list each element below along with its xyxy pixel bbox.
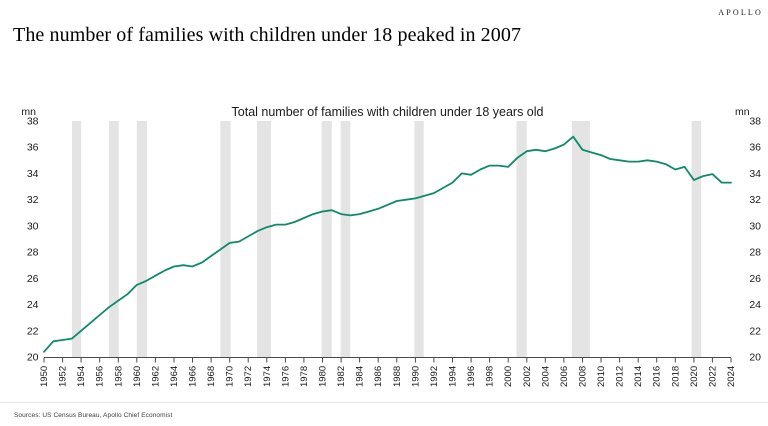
x-tick-label: 1954	[76, 366, 87, 387]
y-tick-label-left: 26	[27, 273, 39, 285]
y-tick-label-left: 24	[27, 299, 39, 311]
series-line	[43, 135, 732, 353]
x-tick-label: 1950	[39, 366, 50, 387]
x-tick-label: 1976	[280, 366, 291, 387]
x-tick-label: 1962	[150, 366, 161, 387]
x-tick-label: 1970	[225, 366, 236, 387]
footer-divider	[0, 402, 768, 403]
apollo-logo: APOLLO	[718, 8, 763, 17]
recession-band	[220, 121, 231, 358]
y-tick-label-right: 26	[749, 273, 761, 285]
x-tick-label: 1974	[262, 366, 273, 387]
y-tick-label-left: 36	[27, 142, 39, 154]
recession-band	[71, 121, 82, 358]
y-tick-label-right: 20	[749, 352, 761, 364]
recession-band	[691, 121, 702, 358]
y-tick-label-left: 20	[27, 352, 39, 364]
recession-band	[516, 121, 527, 358]
x-tick-label: 1960	[132, 366, 143, 387]
y-tick-label-right: 30	[749, 220, 761, 232]
x-tick-label: 2000	[503, 366, 514, 387]
x-tick-label: 1984	[355, 366, 366, 387]
y-tick-label-right: 22	[749, 325, 761, 337]
y-tick-label-right: 36	[749, 142, 761, 154]
y-tick-label-left: 38	[27, 116, 39, 128]
x-tick-label: 2018	[670, 366, 681, 387]
chart-title: Total number of families with children u…	[232, 105, 544, 119]
x-tick-label: 1968	[206, 366, 217, 387]
y-tick-label-right: 28	[749, 247, 761, 259]
recession-band	[136, 121, 147, 358]
x-tick-label: 1980	[318, 366, 329, 387]
y-tick-label-left: 28	[27, 247, 39, 259]
x-tick-label: 1992	[429, 366, 440, 387]
x-tick-label: 1988	[392, 366, 403, 387]
y-tick-label-left: 22	[27, 325, 39, 337]
recession-band	[414, 121, 424, 358]
y-tick-label-right: 32	[749, 194, 761, 206]
recession-band	[109, 121, 119, 358]
x-tick-label: 2008	[578, 366, 589, 387]
x-tick-label: 2024	[726, 366, 737, 387]
y-tick-label-left: 32	[27, 194, 39, 206]
x-tick-label: 1956	[95, 366, 106, 387]
recession-band	[340, 121, 351, 358]
x-tick-label: 1978	[299, 366, 310, 387]
x-tick-label: 1964	[169, 366, 180, 387]
x-tick-label: 1998	[485, 366, 496, 387]
x-tick-label: 1958	[113, 366, 124, 387]
recession-band	[571, 121, 590, 358]
x-tick-label: 1996	[466, 366, 477, 387]
x-tick-label: 2022	[707, 366, 718, 387]
y-tick-label-right: 24	[749, 299, 761, 311]
x-tick-label: 2010	[596, 366, 607, 387]
x-tick-label: 1966	[188, 366, 199, 387]
y-tick-label-right: 38	[749, 116, 761, 128]
x-tick-label: 1952	[58, 366, 69, 387]
y-tick-label-right: 34	[749, 168, 761, 180]
x-tick-label: 2004	[540, 366, 551, 387]
x-tick-label: 1986	[373, 366, 384, 387]
x-tick-label: 2012	[615, 366, 626, 387]
y-tick-label-left: 30	[27, 220, 39, 232]
x-tick-label: 2020	[689, 366, 700, 387]
recession-band	[257, 121, 271, 358]
x-tick-label: 2016	[652, 366, 663, 387]
x-tick-label: 1990	[410, 366, 421, 387]
recession-band	[321, 121, 332, 358]
x-tick-label: 1982	[336, 366, 347, 387]
x-tick-label: 1972	[243, 366, 254, 387]
x-tick-label: 2002	[522, 366, 533, 387]
x-tick-label: 2006	[559, 366, 570, 387]
y-tick-label-left: 34	[27, 168, 39, 180]
sources-note: Sources: US Census Bureau, Apollo Chief …	[14, 412, 173, 419]
x-tick-label: 1994	[448, 366, 459, 387]
page-title: The number of families with children und…	[13, 24, 522, 46]
x-tick-label: 2014	[633, 366, 644, 387]
unit-label-right: mn	[735, 106, 750, 118]
unit-label-left: mn	[21, 106, 36, 118]
